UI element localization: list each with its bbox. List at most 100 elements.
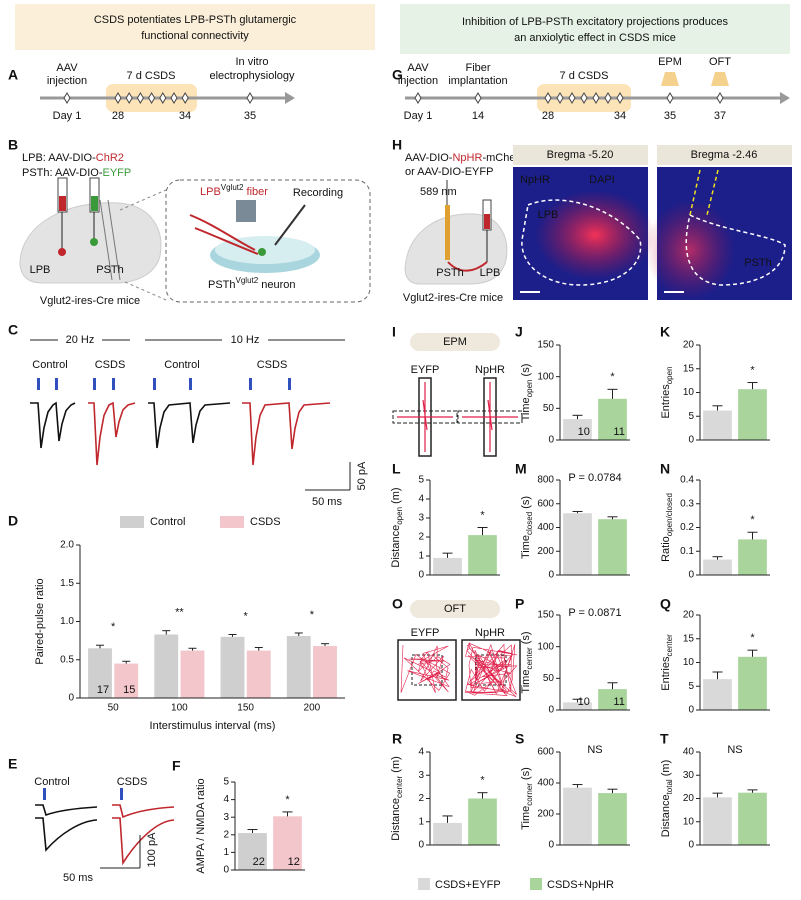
significance: *	[610, 371, 615, 383]
y-axis-label-part: (s)	[520, 364, 532, 380]
y-tick-label: 50	[543, 403, 555, 414]
panel-letter: T	[660, 731, 669, 747]
y-tick-label: 0	[688, 570, 694, 581]
nphr-signal	[645, 200, 735, 300]
stim-mark	[43, 788, 46, 800]
header-text: CSDS potentiates LPB-PSTh glutamergic	[94, 14, 297, 26]
significance: NS	[727, 744, 742, 756]
event-label: AAV	[407, 62, 429, 74]
y-axis-label: Timecorner (s)	[520, 767, 534, 830]
stim-mark	[93, 378, 96, 390]
significance: *	[750, 514, 755, 526]
day-marker	[556, 92, 564, 104]
mouse-label: Vglut2-ires-Cre mice	[40, 295, 140, 307]
current-trace	[242, 402, 331, 466]
y-axis-label-part: (m)	[660, 760, 672, 780]
y-tick-label: 0	[688, 705, 694, 716]
bar	[433, 557, 462, 575]
y-axis-label: Timecenter (s)	[520, 631, 534, 693]
event-label: 7 d CSDS	[560, 70, 609, 82]
x-axis-label: Interstimulus interval (ms)	[150, 720, 276, 732]
test-label: OFT	[444, 603, 466, 615]
legend-swatch	[120, 516, 144, 528]
neuron-label-part: PSTh	[208, 279, 236, 291]
panel-letter: N	[660, 461, 670, 477]
vector-label: or AAV-DIO-EYFP	[405, 166, 493, 178]
significance: P = 0.0784	[568, 472, 621, 484]
zoom-line	[124, 281, 167, 301]
stim-mark	[55, 378, 58, 390]
event-label: Fiber	[465, 62, 490, 74]
y-tick-label: 0.1	[680, 546, 694, 557]
y-tick-label: 0	[688, 840, 694, 851]
event-label: injection	[398, 75, 438, 87]
legend-swatch	[220, 516, 244, 528]
objective	[236, 200, 256, 222]
y-tick-label: 100	[537, 371, 554, 382]
y-tick-label: 2	[418, 532, 424, 543]
y-axis-label: Entriescenter	[660, 634, 674, 691]
n-label: 15	[123, 684, 135, 696]
y-tick-label: 100	[537, 641, 554, 652]
y-tick-label: 20	[683, 610, 695, 621]
zoom-line	[119, 189, 167, 211]
image-title: Bregma -5.20	[547, 149, 614, 161]
bar	[598, 793, 627, 845]
y-axis-label-part: center	[395, 775, 404, 798]
group-label: CSDS	[257, 359, 288, 371]
test-pill	[410, 333, 500, 351]
y-tick-label: 0	[548, 435, 554, 446]
day-label: 35	[664, 110, 676, 122]
y-axis-label-part: Entries	[660, 384, 672, 419]
y-tick-label: 3	[418, 513, 424, 524]
significance: *	[285, 794, 290, 806]
day-label: Day 1	[53, 110, 82, 122]
y-tick-label: 150	[537, 610, 554, 621]
panel-letter: R	[392, 731, 402, 747]
group-label: Control	[32, 359, 67, 371]
bar	[703, 559, 732, 575]
event-label: In vitro	[235, 56, 268, 68]
significance: NS	[587, 744, 602, 756]
panel-letter: K	[660, 324, 670, 340]
scale-label: 50 pA	[356, 461, 368, 490]
neuron-label-part: neuron	[258, 279, 295, 291]
panel-letter: C	[8, 322, 18, 338]
y-tick-label: 200	[537, 546, 554, 557]
header-text: Inhibition of LPB-PSTh excitatory projec…	[462, 16, 728, 28]
significance: *	[750, 632, 755, 644]
bar	[563, 419, 592, 440]
electrode	[274, 204, 306, 246]
vector-label-part: PSTh: AAV-DIO-	[22, 167, 103, 179]
y-axis-label: Timeopen (s)	[520, 364, 534, 422]
day-marker	[246, 92, 254, 104]
y-tick-label: 400	[537, 778, 554, 789]
group-label: NpHR	[475, 364, 505, 376]
fiber-track	[706, 169, 719, 216]
stim-mark	[249, 378, 252, 390]
freq-label: 10 Hz	[231, 334, 260, 346]
projection	[447, 261, 488, 272]
y-axis-label-part: open	[395, 507, 404, 525]
fiber-label: LPBVglut2 fiber	[200, 183, 268, 198]
y-axis-label-part: Entries	[660, 656, 672, 691]
bar	[703, 410, 732, 440]
bar	[468, 535, 497, 575]
panel-letter: S	[515, 731, 524, 747]
y-axis-label-part: center	[525, 647, 534, 670]
y-tick-label: 0	[223, 865, 229, 876]
bar	[738, 389, 767, 440]
group-label: NpHR	[475, 627, 505, 639]
y-axis-label-part: Time	[520, 535, 532, 559]
y-axis-label: Entriesopen	[660, 366, 674, 418]
y-axis-label-part: Distance	[390, 525, 402, 568]
arrowhead	[780, 92, 790, 104]
test-icon	[661, 72, 679, 86]
y-tick-label: 1.5	[60, 578, 74, 589]
current-trace	[88, 401, 136, 466]
test-label: EPM	[443, 336, 467, 348]
significance: *	[243, 610, 248, 622]
fiber-label-part: fiber	[243, 186, 268, 198]
panel-letter: D	[8, 513, 18, 529]
panel-letter: E	[8, 756, 17, 772]
